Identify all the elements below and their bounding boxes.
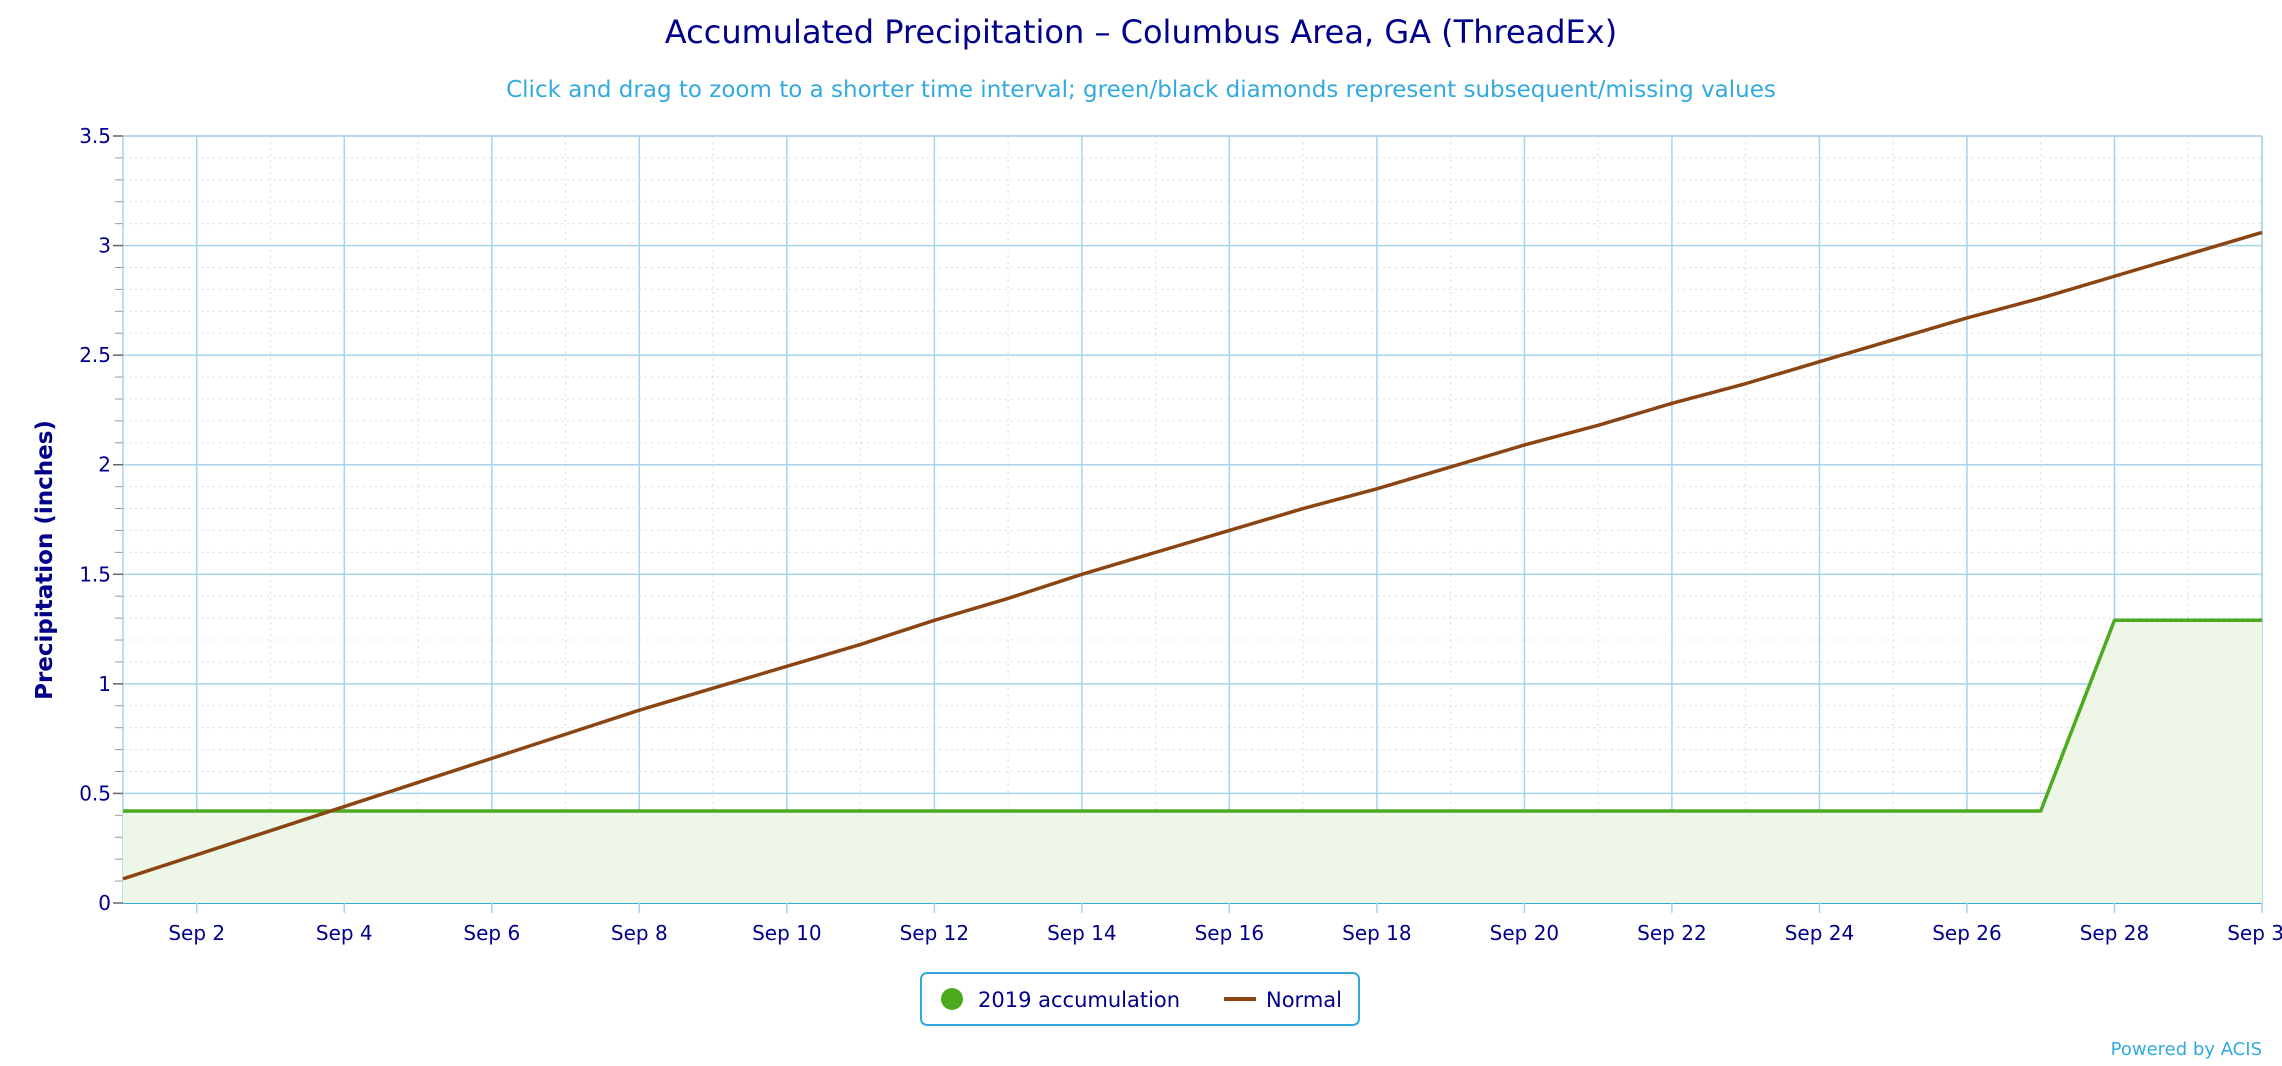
x-tick-label: Sep 2 <box>168 921 225 945</box>
y-tick-label: 2.5 <box>79 343 111 367</box>
x-tick-label: Sep 10 <box>752 921 822 945</box>
x-tick-label: Sep 12 <box>900 921 970 945</box>
x-tick-label: Sep 16 <box>1195 921 1265 945</box>
chart-title: Accumulated Precipitation – Columbus Are… <box>665 13 1617 51</box>
x-tick-label: Sep 14 <box>1047 921 1117 945</box>
legend[interactable]: 2019 accumulation Normal <box>920 972 1360 1026</box>
y-tick-label: 2 <box>98 453 111 477</box>
chart-subtitle: Click and drag to zoom to a shorter time… <box>506 77 1776 103</box>
legend-marker-2019-accumulation <box>941 988 963 1010</box>
series-area-2019-accumulation <box>123 620 2262 903</box>
legend-label-normal: Normal <box>1266 988 1342 1012</box>
y-tick-label: 3.5 <box>79 124 111 148</box>
y-tick-label: 1 <box>98 672 111 696</box>
x-tick-label: Sep 30 <box>2227 921 2282 945</box>
legend-item-normal[interactable]: Normal <box>1224 988 1342 1012</box>
x-tick-label: Sep 18 <box>1342 921 1412 945</box>
credit-link[interactable]: Powered by ACIS <box>2111 1039 2262 1060</box>
x-tick-label: Sep 4 <box>316 921 373 945</box>
x-tick-label: Sep 28 <box>2080 921 2150 945</box>
x-tick-label: Sep 24 <box>1785 921 1855 945</box>
y-axis: 0 0.5 1 1.5 2 2.5 3 3.5 <box>79 124 123 915</box>
legend-box <box>920 972 1360 1026</box>
y-axis-label: Precipitation (inches) <box>32 420 58 700</box>
x-tick-label: Sep 22 <box>1637 921 1707 945</box>
y-tick-label: 3 <box>98 234 111 258</box>
major-grid <box>122 135 2263 904</box>
x-tick-label: Sep 8 <box>611 921 668 945</box>
x-tick-label: Sep 20 <box>1490 921 1560 945</box>
x-tick-label: Sep 26 <box>1932 921 2002 945</box>
y-tick-label: 0 <box>98 891 111 915</box>
series-layer[interactable] <box>122 230 2263 903</box>
y-tick-label: 1.5 <box>79 562 111 586</box>
minor-grid <box>115 136 2263 903</box>
x-tick-label: Sep 6 <box>463 921 520 945</box>
legend-item-2019-accumulation[interactable]: 2019 accumulation <box>941 988 1180 1012</box>
x-axis: Sep 2 Sep 4 Sep 6 Sep 8 Sep 10 Sep 12 Sep 14 Se… <box>168 903 2282 945</box>
y-tick-label: 0.5 <box>79 781 111 805</box>
series-line-normal[interactable] <box>122 230 2263 881</box>
series-line-2019-accumulation[interactable] <box>123 618 2262 813</box>
legend-label-2019-accumulation: 2019 accumulation <box>978 988 1180 1012</box>
